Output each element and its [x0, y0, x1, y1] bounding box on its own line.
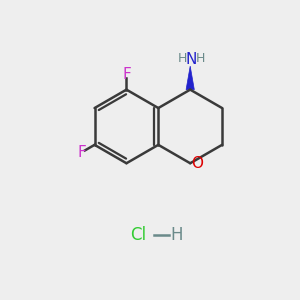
Polygon shape	[186, 66, 194, 90]
Text: F: F	[122, 68, 131, 82]
Text: H: H	[170, 226, 183, 244]
Text: O: O	[192, 156, 204, 171]
Text: H: H	[196, 52, 205, 64]
Text: N: N	[185, 52, 196, 67]
Text: Cl: Cl	[130, 226, 146, 244]
Text: H: H	[177, 52, 187, 64]
Text: F: F	[77, 145, 86, 160]
